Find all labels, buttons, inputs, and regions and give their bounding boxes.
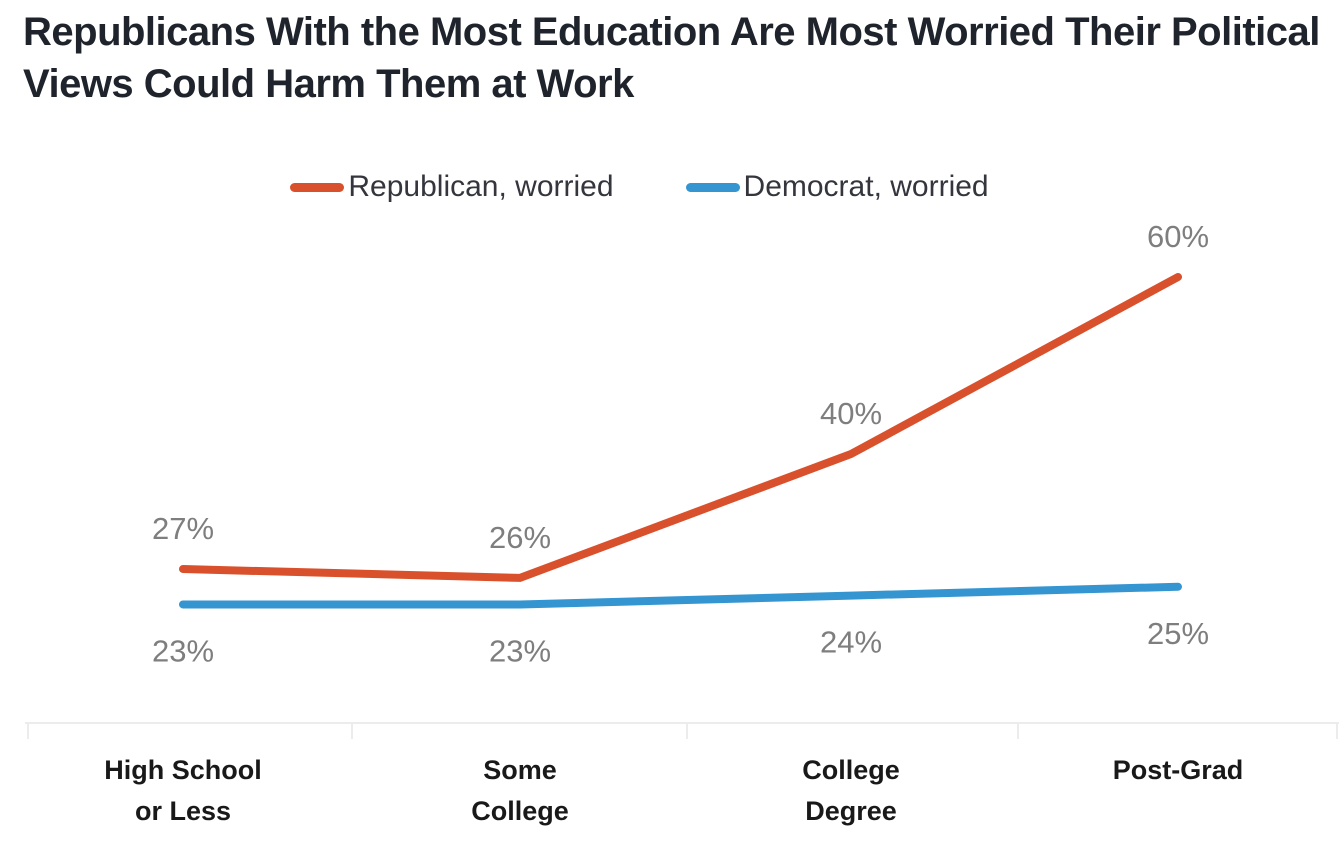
democrat-data-label: 23%: [489, 633, 551, 668]
republican-line-swatch-icon: [290, 182, 345, 192]
democrat-data-label: 25%: [1147, 616, 1209, 651]
legend-item-republican: Republican, worried: [290, 170, 614, 204]
republican-data-label: 40%: [820, 396, 882, 431]
x-axis-label-post-grad: Post-Grad: [1112, 755, 1244, 785]
democrat-line: [179, 582, 1182, 609]
x-axis-label-college-degree: College Degree: [802, 755, 900, 826]
chart-title: Republicans With the Most Education Are …: [23, 10, 1320, 106]
republican-data-label: 60%: [1147, 219, 1209, 254]
democrat-line-swatch-icon: [685, 182, 740, 192]
legend-label-democrat: Democrat, worried: [743, 170, 989, 203]
x-axis-label-some-college: Some College: [471, 755, 569, 826]
republican-line: [179, 273, 1182, 582]
republican-data-label: 27%: [152, 511, 214, 546]
democrat-data-label: 23%: [152, 633, 214, 668]
legend-item-democrat: Democrat, worried: [685, 170, 989, 204]
democrat-data-label: 24%: [820, 625, 882, 660]
legend: Republican, worried Democrat, worried: [0, 170, 1339, 204]
x-axis-label-high-school: High School or Less: [104, 755, 262, 826]
republican-data-label: 26%: [489, 520, 551, 555]
legend-label-republican: Republican, worried: [348, 170, 614, 203]
